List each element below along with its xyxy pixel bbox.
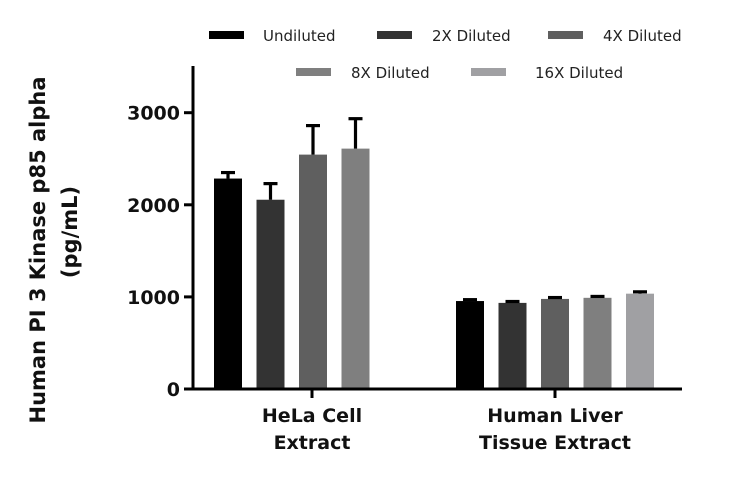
- y-tick-label: 0: [167, 379, 180, 401]
- legend-item: 4X Diluted: [548, 27, 682, 45]
- bar: [456, 298, 484, 389]
- x-category-label: HeLa Cell: [262, 405, 362, 427]
- legend-label: 8X Diluted: [351, 64, 430, 82]
- bar: [498, 299, 527, 389]
- bar: [256, 182, 285, 389]
- y-tick-label: 3000: [127, 103, 180, 125]
- bar: [541, 295, 569, 389]
- legend-label: Undiluted: [263, 27, 335, 45]
- x-axis-labels: HeLa Cell Extract Human Liver Tissue Extrac…: [262, 405, 631, 454]
- x-category-label: Extract: [274, 432, 351, 454]
- y-axis-title-line: Human PI 3 Kinase p85 alpha: [26, 76, 50, 423]
- legend-item: 8X Diluted: [296, 64, 430, 82]
- legend-label: 16X Diluted: [535, 64, 623, 82]
- legend-swatch: [296, 68, 331, 76]
- x-category-label: Human Liver: [487, 405, 623, 427]
- legend-item: Undiluted: [209, 27, 335, 45]
- bar: [583, 294, 612, 389]
- x-category-label: Tissue Extract: [479, 432, 631, 454]
- bar: [341, 117, 370, 389]
- bar: [299, 123, 327, 389]
- y-axis-title: Human PI 3 Kinase p85 alpha (pg/mL): [26, 76, 82, 423]
- legend-item: 16X Diluted: [471, 64, 623, 82]
- y-axis-title-line: (pg/mL): [58, 186, 82, 278]
- bar: [626, 290, 654, 389]
- legend-item: 2X Diluted: [377, 27, 511, 45]
- legend-label: 4X Diluted: [603, 27, 682, 45]
- legend: Undiluted 2X Diluted 4X Diluted 8X Diluted 1…: [209, 27, 682, 82]
- bar: [214, 170, 242, 389]
- legend-swatch: [471, 68, 506, 76]
- y-tick-label: 2000: [127, 195, 180, 217]
- bars: [214, 117, 654, 389]
- y-axis: 0 1000 2000 3000: [127, 66, 195, 401]
- x-axis: [191, 387, 682, 398]
- legend-swatch: [209, 31, 244, 39]
- y-tick-label: 1000: [127, 287, 180, 309]
- legend-label: 2X Diluted: [432, 27, 511, 45]
- legend-swatch: [548, 31, 583, 39]
- legend-swatch: [377, 31, 412, 39]
